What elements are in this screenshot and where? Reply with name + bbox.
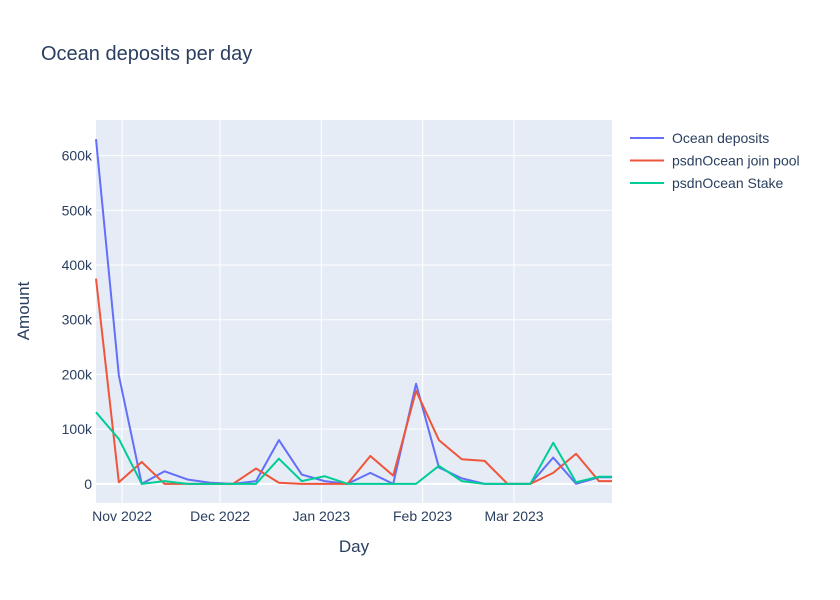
chart-title: Ocean deposits per day: [41, 43, 252, 65]
legend-label-2: psdnOcean Stake: [672, 175, 784, 191]
legend: Ocean deposits psdnOcean join pool psdnOce…: [630, 130, 800, 191]
y-tick-label: 400k: [62, 257, 93, 273]
y-tick-label: 500k: [62, 202, 93, 218]
legend-label-1: psdnOcean join pool: [672, 153, 800, 169]
y-tick-label: 0: [84, 476, 92, 492]
plot-area: [96, 120, 612, 503]
series-line-0: [95, 139, 612, 485]
y-tick-label: 300k: [62, 312, 93, 328]
legend-label-0: Ocean deposits: [672, 130, 769, 146]
x-tick-label: Mar 2023: [484, 508, 543, 524]
x-tick-label: Feb 2023: [393, 508, 452, 524]
series-line-2: [95, 411, 612, 485]
y-tick-label: 200k: [62, 366, 93, 382]
x-tick-label: Dec 2022: [190, 508, 250, 524]
x-tick-label: Jan 2023: [293, 508, 351, 524]
y-tick-label: 600k: [62, 148, 93, 164]
x-axis-title: Day: [339, 537, 370, 556]
y-axis-title: Amount: [14, 281, 33, 340]
y-tick-label: 100k: [62, 421, 93, 437]
y-axis-ticks: 0 100k 200k 300k 400k 500k 600k: [62, 148, 93, 492]
x-axis-ticks: Nov 2022 Dec 2022 Jan 2023 Feb 2023 Mar 2023: [92, 508, 544, 524]
series-lines: [95, 139, 612, 485]
x-tick-label: Nov 2022: [92, 508, 152, 524]
